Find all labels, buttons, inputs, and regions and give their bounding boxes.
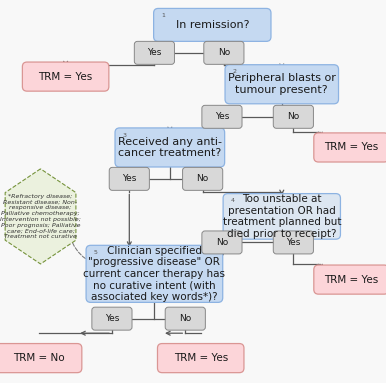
FancyBboxPatch shape [115,128,225,167]
Text: TRM = Yes: TRM = Yes [39,72,93,82]
Text: 3: 3 [123,133,127,137]
FancyBboxPatch shape [314,265,386,294]
Text: No: No [179,314,191,323]
FancyBboxPatch shape [202,231,242,254]
FancyBboxPatch shape [165,307,205,330]
Text: Too unstable at
presentation OR had
treatment planned but
died prior to receipt?: Too unstable at presentation OR had trea… [223,194,341,239]
Text: No: No [218,48,230,57]
FancyBboxPatch shape [22,62,109,91]
Text: 5: 5 [94,250,98,255]
FancyBboxPatch shape [314,133,386,162]
Polygon shape [5,169,76,264]
Text: Yes: Yes [105,314,119,323]
FancyBboxPatch shape [154,8,271,41]
Text: Peripheral blasts or
tumour present?: Peripheral blasts or tumour present? [228,74,336,95]
FancyBboxPatch shape [183,167,223,190]
Text: TRM = Yes: TRM = Yes [324,275,378,285]
Text: No: No [287,112,300,121]
Text: 4: 4 [231,198,235,203]
Text: TRM = No: TRM = No [13,353,64,363]
Text: Yes: Yes [122,174,137,183]
FancyBboxPatch shape [204,41,244,64]
FancyBboxPatch shape [86,246,223,303]
FancyBboxPatch shape [273,105,313,128]
Text: 1: 1 [161,13,165,18]
FancyBboxPatch shape [92,307,132,330]
Text: No: No [216,238,228,247]
Text: Yes: Yes [286,238,301,247]
Text: In remission?: In remission? [176,20,249,30]
Text: Yes: Yes [147,48,162,57]
Text: Received any anti-
cancer treatment?: Received any anti- cancer treatment? [118,137,222,158]
FancyBboxPatch shape [157,344,244,373]
FancyBboxPatch shape [223,194,340,239]
FancyBboxPatch shape [0,344,82,373]
Text: TRM = Yes: TRM = Yes [324,142,378,152]
FancyBboxPatch shape [109,167,149,190]
Text: *Refractory disease;
Resistant disease; Non-
responsive disease;
Palliative chem: *Refractory disease; Resistant disease; … [0,193,81,239]
Text: Clinician specified
"progressive disease" OR
current cancer therapy has
no curat: Clinician specified "progressive disease… [83,246,225,302]
FancyBboxPatch shape [273,231,313,254]
FancyBboxPatch shape [134,41,174,64]
Text: No: No [196,174,209,183]
Text: 2: 2 [233,69,237,74]
FancyBboxPatch shape [225,65,339,104]
Text: TRM = Yes: TRM = Yes [174,353,228,363]
Text: Yes: Yes [215,112,229,121]
FancyBboxPatch shape [202,105,242,128]
